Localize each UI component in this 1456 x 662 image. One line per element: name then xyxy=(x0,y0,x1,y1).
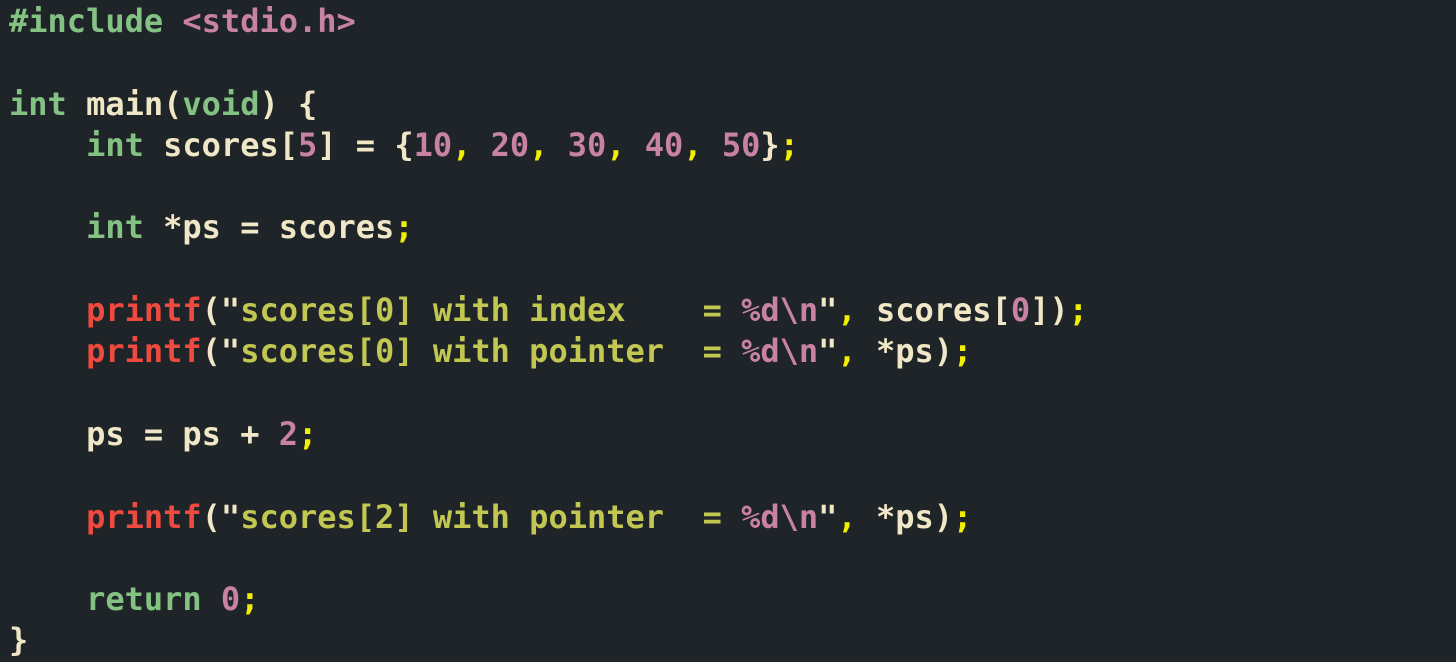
code-token: ; xyxy=(953,332,973,371)
code-token xyxy=(9,291,86,329)
code-token xyxy=(626,126,645,164)
code-token: *ps) xyxy=(856,497,954,536)
code-token: 0 xyxy=(1010,291,1031,330)
code-token xyxy=(9,498,86,536)
code-line xyxy=(9,166,1456,207)
code-token xyxy=(471,126,490,164)
code-line: int *ps = scores; xyxy=(9,207,1456,248)
code-token: scores[ xyxy=(856,291,1011,330)
code-token: %d\n xyxy=(741,497,819,536)
code-token: int xyxy=(86,208,144,247)
code-token: ; xyxy=(394,208,414,247)
code-token: (" xyxy=(201,291,241,330)
code-line xyxy=(9,455,1456,496)
code-token: printf xyxy=(86,497,202,536)
code-token: 40 xyxy=(644,125,684,164)
code-token: 20 xyxy=(490,125,530,164)
code-token xyxy=(202,580,221,618)
code-token: *ps) xyxy=(856,332,954,371)
code-token: scores[ xyxy=(143,125,298,164)
code-token: " xyxy=(818,332,838,371)
code-token: ; xyxy=(953,497,973,536)
code-token xyxy=(163,2,182,40)
code-token xyxy=(9,126,86,164)
code-token: return xyxy=(86,580,202,619)
code-token: (" xyxy=(201,497,241,536)
code-line: int scores[5] = {10, 20, 30, 40, 50}; xyxy=(9,125,1456,166)
code-token: 5 xyxy=(297,125,318,164)
code-token: , xyxy=(683,125,703,164)
code-line xyxy=(9,538,1456,579)
code-token: 10 xyxy=(413,125,453,164)
code-token: int xyxy=(9,84,67,123)
code-token: ]) xyxy=(1030,291,1069,330)
code-token: } xyxy=(760,125,780,164)
code-token: , xyxy=(529,125,549,164)
code-token: " xyxy=(818,291,838,330)
code-line xyxy=(9,42,1456,83)
code-token: 50 xyxy=(721,125,761,164)
code-line: printf("scores[0] with index = %d\n", sc… xyxy=(9,290,1456,331)
code-token: ; xyxy=(779,125,799,164)
code-token: , xyxy=(837,497,857,536)
code-line: printf("scores[0] with pointer = %d\n", … xyxy=(9,331,1456,372)
code-token xyxy=(9,208,86,246)
code-token xyxy=(703,126,722,164)
code-token: } xyxy=(9,621,29,660)
code-line: return 0; xyxy=(9,579,1456,620)
code-line: #include <stdio.h> xyxy=(9,1,1456,42)
code-token: %d\n xyxy=(741,291,819,330)
code-token: printf xyxy=(86,291,202,330)
code-token: (" xyxy=(201,332,241,371)
code-token: int xyxy=(86,125,144,164)
code-token: , xyxy=(606,125,626,164)
code-token: ; xyxy=(297,414,318,453)
code-line: int main(void) { xyxy=(9,84,1456,125)
code-token xyxy=(9,332,86,370)
code-token: 30 xyxy=(567,125,607,164)
code-line: } xyxy=(9,620,1456,661)
code-token: scores[2] with pointer = xyxy=(240,497,742,536)
code-token: void xyxy=(182,84,260,123)
code-token: ) { xyxy=(259,84,318,123)
code-token: printf xyxy=(86,332,202,371)
code-token: scores[0] with index = xyxy=(240,291,742,330)
code-token xyxy=(9,580,86,618)
code-token: scores[0] with pointer = xyxy=(240,332,742,371)
code-token: , xyxy=(837,291,857,330)
code-line: ps = ps + 2; xyxy=(9,414,1456,455)
code-token: , xyxy=(837,332,857,371)
code-line xyxy=(9,373,1456,414)
code-token: " xyxy=(818,497,838,536)
code-token: ; xyxy=(240,580,260,619)
code-token xyxy=(548,126,567,164)
code-token: 0 xyxy=(220,580,241,619)
code-line: printf("scores[2] with pointer = %d\n", … xyxy=(9,497,1456,538)
code-token: *ps = scores xyxy=(143,208,395,247)
code-token: ; xyxy=(1068,291,1088,330)
code-token: ] = { xyxy=(317,125,414,164)
code-token: , xyxy=(452,125,472,164)
code-token: ps = ps + xyxy=(9,414,279,453)
code-token: %d\n xyxy=(741,332,819,371)
code-token: #include xyxy=(9,2,164,40)
code-line xyxy=(9,249,1456,290)
code-token: main( xyxy=(66,84,183,123)
code-token: <stdio.h> xyxy=(182,2,356,40)
code-token: 2 xyxy=(278,414,298,453)
